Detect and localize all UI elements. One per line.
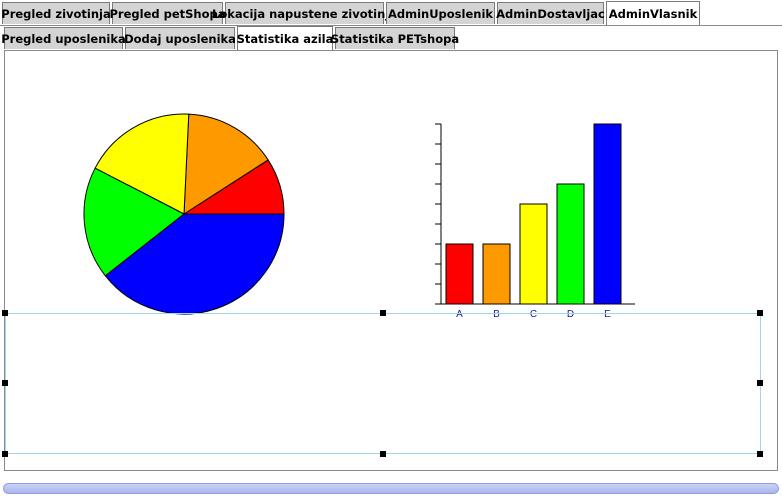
bar-C — [519, 203, 548, 305]
selected-chart-area[interactable] — [5, 313, 761, 454]
resize-handle-middle-right[interactable] — [757, 380, 763, 386]
pie-slice-5 — [104, 213, 285, 315]
tab-statistika-azila[interactable]: Statistika azila — [237, 26, 333, 50]
resize-handle-bottom-right[interactable] — [757, 451, 763, 457]
x-tick-label-D: D — [567, 309, 574, 320]
tab-lokacija-napustene-zivotinje[interactable]: Lokacija napustene zivotinje — [212, 2, 397, 24]
x-tick-label-B: B — [493, 309, 500, 320]
tab-admin-uposlenik[interactable]: AdminUposlenik — [386, 2, 495, 24]
bar-E — [593, 123, 622, 305]
panel-bottom-border — [4, 470, 778, 471]
main-tab-baseline — [0, 25, 782, 26]
pie-slice-2 — [183, 113, 269, 215]
x-tick-label-C: C — [530, 309, 537, 320]
bar-D — [556, 183, 585, 305]
pie-chart — [83, 113, 285, 315]
tab-pregled-petshopa[interactable]: Pregled petShopa — [110, 2, 226, 24]
statistics-panel — [4, 50, 778, 470]
bar-chart: A B C D E — [435, 123, 635, 320]
sub-tab-strip: Pregled uposlenika Dodaj uposlenika Stat… — [1, 26, 459, 50]
sub-tab-baseline — [4, 50, 778, 51]
pie-slice-4 — [83, 167, 185, 277]
tab-pregled-zivotinja[interactable]: Pregled zivotinja — [1, 2, 111, 24]
bar-B — [482, 243, 511, 305]
tab-statistika-petshopa[interactable]: Statistika PETshopa — [331, 27, 459, 49]
x-tick-label-E: E — [604, 309, 611, 320]
tab-admin-vlasnik[interactable]: AdminVlasnik — [606, 1, 700, 25]
resize-handle-bottom-center[interactable] — [380, 451, 386, 457]
resize-handle-top-right[interactable] — [757, 310, 763, 316]
tab-admin-dostavljac[interactable]: AdminDostavljac — [496, 2, 605, 24]
horizontal-scrollbar[interactable] — [3, 483, 779, 494]
tab-dodaj-uposlenika[interactable]: Dodaj uposlenika — [124, 27, 236, 49]
resize-handle-top-left[interactable] — [2, 310, 8, 316]
x-tick-label-A: A — [456, 309, 463, 320]
resize-handle-top-center[interactable] — [380, 310, 386, 316]
resize-handle-bottom-left[interactable] — [2, 451, 8, 457]
pie-slice-3 — [94, 113, 190, 215]
resize-handle-middle-left[interactable] — [2, 380, 8, 386]
main-tab-strip: Pregled zivotinja Pregled petShopa Lokac… — [1, 1, 702, 25]
tab-pregled-uposlenika[interactable]: Pregled uposlenika — [1, 27, 126, 49]
bar-A — [445, 243, 474, 305]
